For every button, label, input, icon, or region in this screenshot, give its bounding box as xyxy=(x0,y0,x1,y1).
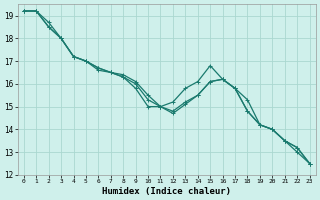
X-axis label: Humidex (Indice chaleur): Humidex (Indice chaleur) xyxy=(102,187,231,196)
